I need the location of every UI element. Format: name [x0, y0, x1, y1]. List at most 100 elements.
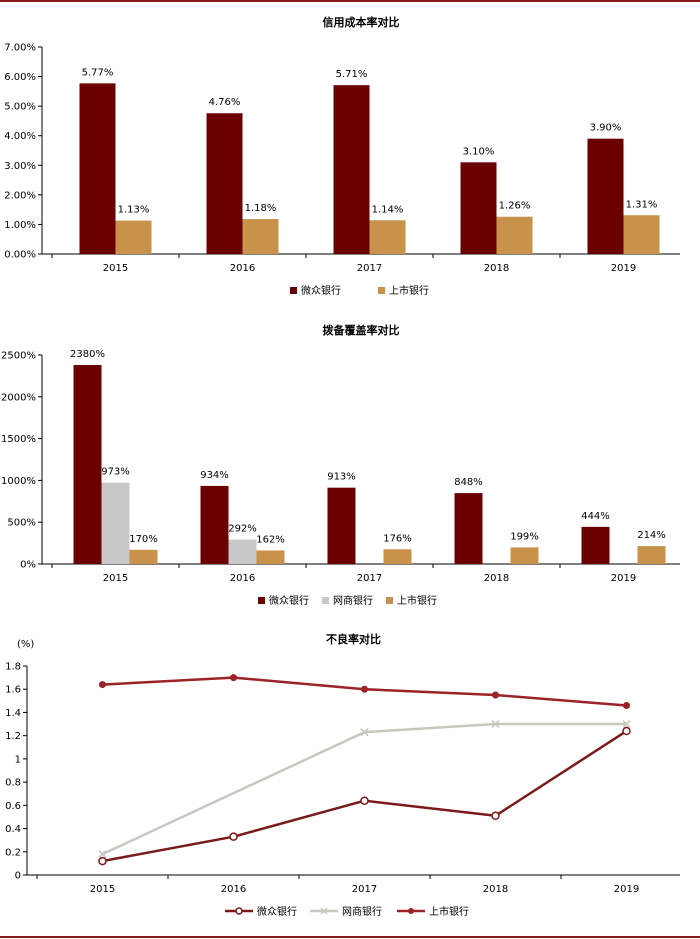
bar [206, 113, 243, 255]
legend-label: 上市银行 [389, 284, 429, 297]
bar [333, 85, 370, 254]
legend-label: 微众银行 [269, 594, 309, 607]
x-tick-label: 2017 [357, 263, 382, 274]
data-point [360, 728, 369, 737]
data-point [229, 832, 238, 841]
x-tick-label: 2015 [90, 884, 115, 895]
data-label: 848% [454, 477, 483, 488]
chart-title: 信用成本率对比 [323, 15, 400, 29]
data-label: 1.14% [372, 204, 404, 215]
data-label: 176% [383, 533, 412, 544]
bar [510, 547, 539, 564]
bar [242, 219, 279, 254]
y-tick-label: 0.00% [4, 250, 36, 261]
data-label: 973% [101, 467, 130, 478]
data-point [491, 811, 500, 821]
bar [496, 216, 533, 254]
data-point [622, 719, 631, 729]
data-label: 1.26% [499, 201, 531, 212]
data-point [492, 691, 499, 699]
y-tick-label: 1000% [1, 476, 36, 487]
y-tick-label: 1.00% [4, 220, 36, 231]
x-tick-label: 2017 [352, 884, 377, 895]
x-tick-label: 2019 [614, 884, 639, 895]
y-tick-label: 0.8 [5, 778, 21, 789]
data-point [361, 685, 368, 693]
bar [228, 539, 257, 564]
data-label: 913% [327, 472, 356, 483]
x-tick-label: 2016 [230, 263, 255, 274]
legend-label: 网商银行 [333, 594, 373, 607]
legend-label: 微众银行 [257, 905, 297, 918]
bar [200, 485, 229, 564]
bar [79, 83, 116, 254]
bar [256, 550, 285, 564]
bar [369, 220, 406, 254]
data-label: 444% [581, 511, 610, 522]
legend-swatch [322, 597, 329, 604]
x-tick-label: 2019 [611, 263, 636, 274]
y-tick-label: 0 [15, 871, 21, 882]
bar [383, 549, 412, 564]
bar [581, 526, 610, 564]
y-tick-label: 4.00% [4, 131, 36, 142]
y-tick-label: 5.00% [4, 102, 36, 113]
y-tick-label: 3.00% [4, 161, 36, 172]
y-tick-label: 7.00% [4, 43, 36, 54]
bar [115, 220, 152, 254]
y-tick-label: 2000% [1, 392, 36, 403]
x-tick-label: 2018 [484, 573, 509, 584]
bar [454, 493, 483, 564]
y-tick-label: 1.6 [5, 685, 21, 696]
legend-marker [235, 907, 243, 915]
y-tick-label: 1.2 [5, 731, 21, 742]
y-tick-label: 1 [15, 754, 21, 765]
data-label: 934% [200, 470, 229, 481]
data-label: 1.31% [626, 199, 658, 210]
data-point [98, 856, 107, 866]
y-tick-label: 500% [7, 518, 36, 529]
data-point [491, 719, 500, 729]
y-tick-label: 0.6 [5, 801, 21, 812]
y-tick-label: 1.4 [5, 708, 21, 719]
x-tick-label: 2018 [483, 884, 508, 895]
x-tick-label: 2015 [103, 573, 128, 584]
data-label: 292% [228, 524, 257, 535]
data-point [99, 681, 106, 689]
legend-label: 上市银行 [429, 905, 469, 918]
y-tick-label: 2.00% [4, 190, 36, 201]
data-point [98, 850, 107, 859]
data-point [622, 726, 631, 736]
y-tick-label: 0.2 [5, 847, 21, 858]
legend-marker [320, 907, 328, 915]
x-tick-label: 2015 [103, 263, 128, 274]
y-tick-label: 0.4 [5, 824, 21, 835]
data-label: 5.77% [82, 67, 114, 78]
y-tick-label: 1500% [1, 434, 36, 445]
data-label: 1.13% [118, 205, 150, 216]
bar [460, 162, 497, 254]
data-label: 199% [510, 531, 539, 542]
data-label: 3.90% [590, 123, 622, 134]
chart-1: 信用成本率对比 0.00% 1.00% 2.00% 3.00% 4.00% 5.00% 6.0… [4, 15, 680, 297]
bottom-frame-line [0, 936, 700, 938]
bar [637, 546, 666, 564]
data-label: 214% [637, 530, 666, 541]
bar [587, 138, 624, 254]
top-frame-line [0, 0, 700, 2]
x-tick-label: 2019 [611, 573, 636, 584]
y-tick-label: 6.00% [4, 72, 36, 83]
data-point [230, 674, 237, 682]
legend-swatch [290, 287, 297, 294]
legend-label: 上市银行 [397, 594, 437, 607]
data-point [623, 701, 630, 709]
legend-swatch [386, 597, 393, 604]
x-tick-label: 2017 [357, 573, 382, 584]
data-label: 162% [256, 534, 285, 545]
legend-swatch [258, 597, 265, 604]
y-tick-label: 1.8 [5, 662, 21, 673]
legend-label: 微众银行 [301, 284, 341, 297]
y-tick-label: 2500% [1, 351, 36, 362]
series-line [101, 722, 627, 856]
